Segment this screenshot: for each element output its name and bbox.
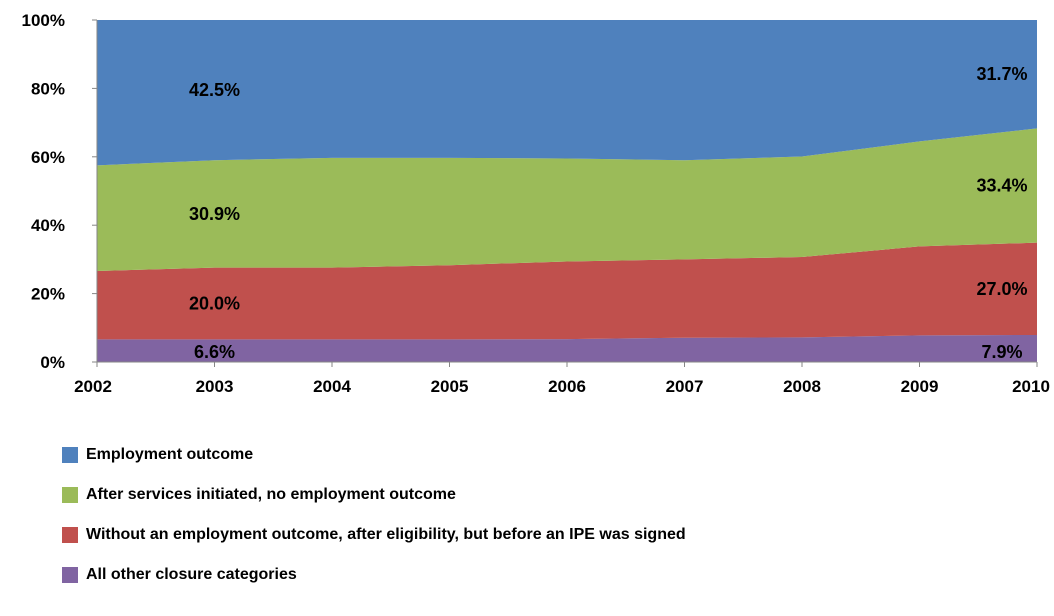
x-tick-labels: 2002 2003 2004 2005 2006 2007 2008 2009 2010 [74,377,1050,396]
legend-label: Employment outcome [86,446,253,464]
y-tick-label: 0% [40,353,65,372]
y-tick-label: 20% [31,285,65,304]
x-tick-label: 2004 [313,377,351,396]
data-label-employment-outcome-2003: 42.5% [189,80,240,100]
legend-item-employment-outcome: Employment outcome [62,445,686,465]
data-label-without-an-employment-outcome-after-eligibility-but-before-an-ipe-was-signed-2003: 20.0% [189,294,240,314]
legend: Employment outcome After services initia… [62,445,686,605]
data-label-employment-outcome-2010: 31.7% [976,64,1027,84]
data-label-all-other-closure-categories-2010: 7.9% [981,342,1022,362]
x-tick-label: 2010 [1012,377,1050,396]
x-tick-label: 2002 [74,377,112,396]
x-tick-label: 2005 [431,377,469,396]
x-tick-label: 2006 [548,377,586,396]
data-label-after-services-initiated-no-employment-outcome-2003: 30.9% [189,204,240,224]
y-tick-labels: 0% 20% 40% 60% 80% 100% [22,11,65,372]
x-tick-label: 2009 [901,377,939,396]
legend-item-after-services: After services initiated, no employment … [62,485,686,505]
legend-item-without-employment: Without an employment outcome, after eli… [62,525,686,545]
legend-label: All other closure categories [86,566,297,584]
x-tick-label: 2007 [666,377,704,396]
legend-label: Without an employment outcome, after eli… [86,526,686,544]
legend-swatch [62,487,78,503]
y-tick-label: 100% [22,11,65,30]
legend-swatch [62,527,78,543]
y-tick-label: 40% [31,216,65,235]
legend-label: After services initiated, no employment … [86,486,456,504]
legend-swatch [62,447,78,463]
y-tick-label: 60% [31,148,65,167]
legend-swatch [62,567,78,583]
data-label-all-other-closure-categories-2003: 6.6% [194,342,235,362]
x-tick-label: 2003 [196,377,234,396]
x-tick-label: 2008 [783,377,821,396]
stacked-area-chart: 0%20%40%60%80%100% 2002 2003 2004 2005 2006 2… [0,0,1054,440]
legend-item-other-closure: All other closure categories [62,565,686,585]
data-label-after-services-initiated-no-employment-outcome-2010: 33.4% [976,176,1027,196]
data-label-without-an-employment-outcome-after-eligibility-but-before-an-ipe-was-signed-2010: 27.0% [976,279,1027,299]
y-tick-label: 80% [31,79,65,98]
